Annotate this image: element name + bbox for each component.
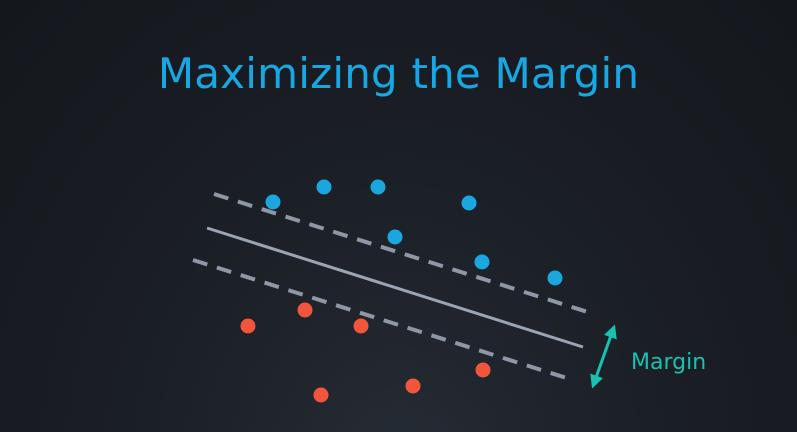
red-point (297, 302, 313, 318)
decision-boundary-line (206, 226, 584, 349)
red-point (240, 318, 256, 334)
blue-point (461, 195, 477, 211)
red-point (353, 318, 369, 334)
class-b-points (240, 302, 491, 403)
lower-margin-line (192, 258, 574, 382)
blue-point (370, 179, 386, 195)
upper-margin-line (213, 192, 595, 316)
blue-point (265, 194, 281, 210)
blue-point (316, 179, 332, 195)
red-point (313, 387, 329, 403)
blue-point (474, 254, 490, 270)
red-point (475, 362, 491, 378)
margin-label: Margin (631, 350, 707, 375)
margin-arrow (590, 324, 617, 389)
slide-title: Maximizing the Margin (157, 49, 640, 98)
blue-point (547, 270, 563, 286)
red-point (405, 378, 421, 394)
class-a-points (265, 179, 563, 286)
blue-point (387, 229, 403, 245)
